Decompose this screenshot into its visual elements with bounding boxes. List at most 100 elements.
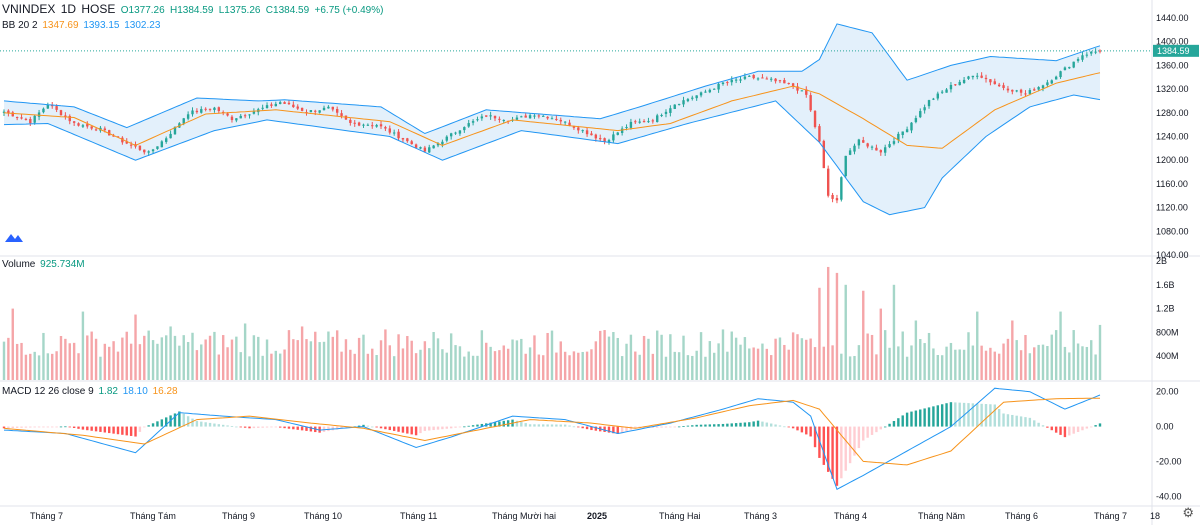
macd-histogram-bar: [125, 426, 128, 436]
volume-bar: [59, 336, 63, 380]
macd-histogram-bar: [866, 426, 869, 438]
macd-histogram-bar: [42, 426, 45, 428]
macd-histogram-bar: [563, 424, 567, 427]
macd-histogram-bar: [274, 426, 278, 428]
candle-body: [274, 103, 278, 107]
macd-histogram-bar: [550, 424, 554, 427]
volume-series[interactable]: [2, 266, 1102, 380]
macd-histogram-bar: [20, 426, 23, 428]
candle-body: [156, 146, 159, 149]
macd-histogram-bar: [708, 424, 712, 427]
volume-bar: [173, 335, 177, 380]
volume-bar: [677, 352, 681, 380]
macd-histogram-bar: [883, 426, 887, 428]
time-axis[interactable]: Tháng 7 Tháng Tám Tháng 9 Tháng 10 Tháng 11 T…: [30, 511, 1160, 521]
candle-body: [743, 76, 747, 79]
volume-bar: [485, 342, 488, 380]
macd-histogram-bar: [33, 426, 36, 428]
macd-histogram-bar: [743, 422, 747, 427]
volume-bar: [997, 353, 1001, 380]
settings-gear-icon[interactable]: ⚙: [1182, 505, 1194, 520]
candle-body: [1050, 80, 1053, 84]
macd-histogram-bar: [796, 426, 799, 431]
candle-body: [778, 80, 782, 82]
volume-bar: [559, 341, 562, 380]
macd-histogram-bar: [221, 424, 225, 427]
macd-histogram-bar: [379, 426, 383, 429]
candle-body: [625, 127, 628, 129]
candle-body: [879, 150, 883, 153]
candle-body: [787, 83, 790, 85]
macd-histogram-bar: [826, 426, 830, 472]
volume-bar: [555, 352, 558, 380]
candle-body: [967, 76, 970, 79]
macd-label[interactable]: MACD 12 26 close 9: [2, 386, 94, 397]
volume-bar: [1011, 320, 1014, 380]
candlestick-series[interactable]: [2, 48, 1102, 204]
macd-histogram-bar: [340, 426, 343, 429]
macd-histogram-bar: [129, 426, 133, 436]
macd-histogram-bar: [1063, 426, 1067, 438]
volume-bar: [37, 355, 41, 380]
macd-histogram-bar: [686, 425, 690, 427]
candle-body: [914, 118, 918, 123]
macd-histogram-bar: [366, 425, 370, 427]
volume-bar: [489, 346, 492, 380]
volume-bar: [616, 337, 619, 380]
volume-bar: [392, 356, 396, 380]
macd-histogram-bar: [1041, 425, 1045, 427]
bb-label[interactable]: BB 20 2: [2, 20, 38, 31]
volume-bar: [1046, 346, 1049, 380]
macd-series[interactable]: [2, 387, 1102, 491]
volume-label[interactable]: Volume: [2, 259, 36, 270]
volume-bar: [349, 349, 352, 380]
candle-body: [129, 144, 133, 146]
volume-bar: [800, 338, 804, 380]
interval[interactable]: 1D: [60, 2, 77, 16]
volume-bar: [695, 350, 698, 380]
candle-body: [331, 106, 335, 110]
volume-bar: [927, 332, 931, 380]
volume-bar: [248, 356, 251, 380]
macd-histogram-bar: [787, 426, 790, 428]
candle-body: [182, 118, 185, 124]
tradingview-logo-icon[interactable]: [4, 230, 24, 244]
macd-histogram-bar: [147, 425, 150, 427]
price-axes[interactable]: 1440.00 1400.00 1360.00 1320.00 1280.00 1240.…: [1153, 13, 1199, 501]
candle-body: [528, 115, 532, 119]
candle-body: [559, 119, 562, 122]
macd-histogram-bar: [862, 426, 865, 441]
volume-bar: [835, 272, 839, 380]
candle-body: [546, 116, 549, 119]
candle-body: [46, 104, 50, 109]
volume-bar: [327, 331, 330, 380]
candle-body: [932, 98, 935, 100]
candle-body: [441, 141, 444, 145]
candle-body: [883, 147, 887, 153]
macd-histogram-bar: [99, 426, 102, 432]
candle-body: [1028, 90, 1032, 94]
macd-histogram-bar: [195, 420, 199, 427]
candle-body: [818, 126, 821, 142]
macd-histogram-bar: [191, 418, 194, 427]
volume-bar: [195, 350, 199, 380]
macd-histogram-bar: [577, 426, 580, 428]
volume-bar: [1076, 343, 1080, 380]
volume-bar: [1098, 324, 1102, 380]
volume-bar: [1019, 350, 1023, 380]
volume-bar: [875, 354, 878, 380]
symbol-name[interactable]: VNINDEX: [2, 2, 56, 16]
macd-histogram-bar: [1081, 426, 1084, 431]
volume-bar: [708, 341, 712, 380]
macd-histogram-bar: [1015, 415, 1018, 427]
candle-body: [949, 84, 953, 90]
price-tick-label: 1240.00: [1156, 132, 1189, 142]
macd-histogram-bar: [656, 426, 659, 428]
macd-histogram-bar: [1098, 423, 1102, 427]
volume-bar: [603, 330, 606, 380]
volume-bar: [638, 354, 641, 380]
macd-histogram-bar: [524, 423, 527, 427]
macd-histogram-bar: [910, 411, 913, 427]
volume-bar: [831, 345, 834, 380]
